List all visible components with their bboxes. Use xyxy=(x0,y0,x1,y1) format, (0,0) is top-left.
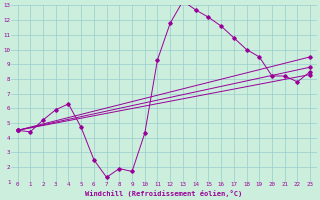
X-axis label: Windchill (Refroidissement éolien,°C): Windchill (Refroidissement éolien,°C) xyxy=(85,190,243,197)
